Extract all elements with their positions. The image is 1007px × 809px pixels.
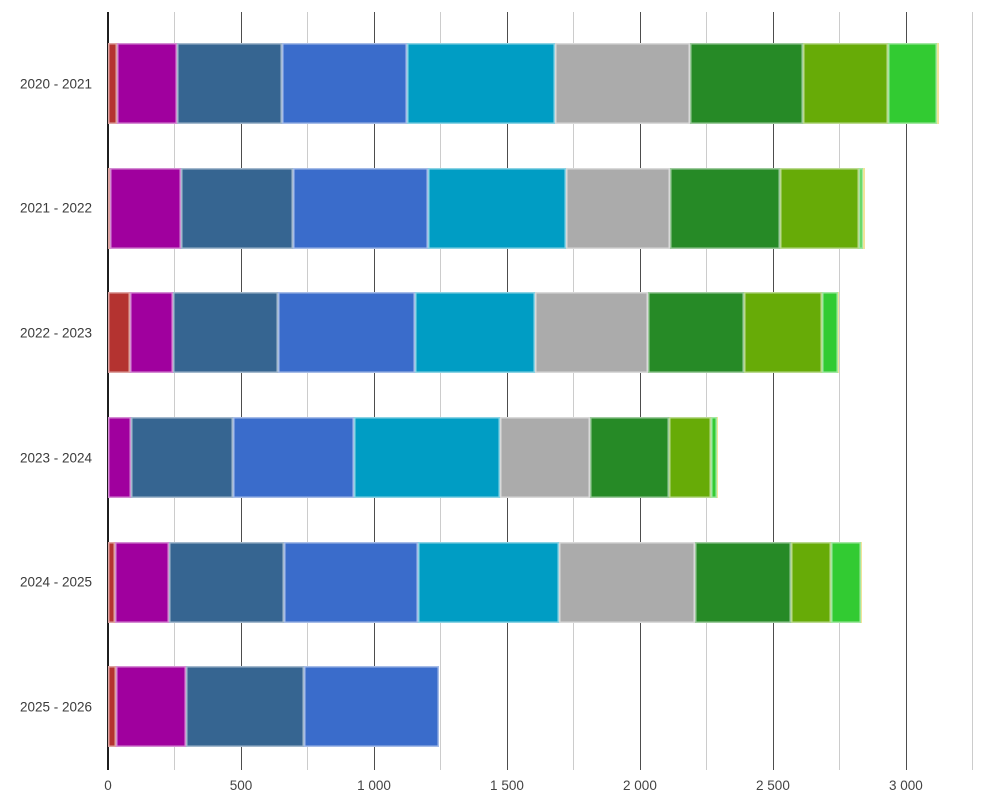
bar-segment-magenta[interactable] — [116, 666, 187, 748]
bar-segment-yellow[interactable] — [861, 541, 863, 623]
bar-segment-magenta[interactable] — [129, 292, 173, 374]
bar-segment-green[interactable] — [689, 43, 804, 124]
major-gridline — [373, 12, 375, 770]
y-axis-label: 2024 - 2025 — [19, 574, 92, 590]
major-gridline — [772, 12, 774, 770]
bar-segment-gray[interactable] — [500, 417, 591, 498]
bar-row-2020-2021 — [108, 43, 1007, 124]
bar-segment-blue[interactable] — [232, 417, 355, 498]
bar-segment-yellow[interactable] — [863, 167, 865, 249]
bar-segment-olive-green[interactable] — [744, 292, 822, 374]
y-axis-label: 2025 - 2026 — [19, 699, 92, 715]
major-gridline — [639, 12, 641, 770]
bar-segment-red[interactable] — [108, 167, 111, 249]
minor-gridline — [839, 12, 841, 770]
bar-segment-steel-blue[interactable] — [172, 292, 279, 374]
minor-gridline — [706, 12, 708, 770]
bar-segment-steel-blue[interactable] — [186, 666, 305, 748]
bar-segment-yellow[interactable] — [838, 292, 840, 374]
bar-segment-red[interactable] — [108, 666, 117, 748]
bar-segment-green[interactable] — [695, 541, 791, 623]
bar-segment-magenta[interactable] — [116, 43, 177, 124]
x-axis-label: 1 000 — [357, 778, 391, 793]
bar-segment-magenta[interactable] — [115, 541, 169, 623]
bar-segment-steel-blue[interactable] — [131, 417, 233, 498]
bar-segment-red[interactable] — [108, 43, 117, 124]
bar-segment-blue[interactable] — [278, 292, 416, 374]
bar-segment-yellow[interactable] — [936, 43, 939, 124]
x-axis-label: 0 — [104, 778, 112, 793]
bar-segment-steel-blue[interactable] — [181, 167, 293, 249]
bar-row-2025-2026 — [108, 666, 1007, 748]
bar-segment-red[interactable] — [108, 541, 116, 623]
bar-segment-cyan[interactable] — [354, 417, 501, 498]
bar-segment-bright-green[interactable] — [831, 541, 862, 623]
bar-segment-cyan[interactable] — [428, 167, 566, 249]
bar-segment-cyan[interactable] — [407, 43, 556, 124]
plot-area — [107, 12, 1007, 770]
bar-segment-olive-green[interactable] — [803, 43, 889, 124]
bar-segment-magenta[interactable] — [108, 417, 132, 498]
bar-segment-blue[interactable] — [304, 666, 439, 748]
minor-gridline — [440, 12, 442, 770]
bar-segment-gray[interactable] — [555, 43, 690, 124]
bar-segment-bright-green[interactable] — [859, 167, 864, 249]
x-axis-label: 1 500 — [490, 778, 524, 793]
bar-segment-bright-green[interactable] — [888, 43, 937, 124]
y-axis-label: 2021 - 2022 — [19, 200, 92, 216]
bar-segment-steel-blue[interactable] — [176, 43, 282, 124]
bar-segment-bright-green[interactable] — [711, 417, 717, 498]
major-gridline — [506, 12, 508, 770]
x-axis-label: 3 000 — [889, 778, 923, 793]
bar-segment-olive-green[interactable] — [669, 417, 712, 498]
y-axis-label: 2020 - 2021 — [19, 76, 92, 91]
minor-gridline — [307, 12, 309, 770]
x-axis-label: 500 — [229, 778, 253, 793]
bar-segment-olive-green[interactable] — [790, 541, 832, 623]
x-axis-label: 2 500 — [756, 778, 790, 793]
bar-segment-gray[interactable] — [565, 167, 671, 249]
minor-gridline — [972, 12, 974, 770]
bar-segment-green[interactable] — [590, 417, 670, 498]
major-gridline — [905, 12, 907, 770]
bar-segment-blue[interactable] — [281, 43, 408, 124]
y-axis-line — [107, 12, 109, 770]
bar-segment-cyan[interactable] — [415, 292, 536, 374]
x-axis-label: 2 000 — [623, 778, 657, 793]
bar-segment-red[interactable] — [108, 292, 130, 374]
bar-segment-bright-green[interactable] — [821, 292, 839, 374]
major-gridline — [240, 12, 242, 770]
bar-segment-green[interactable] — [670, 167, 781, 249]
bar-segment-blue[interactable] — [283, 541, 418, 623]
bar-segment-green[interactable] — [648, 292, 745, 374]
bar-segment-cyan[interactable] — [417, 541, 559, 623]
bar-segment-magenta[interactable] — [110, 167, 182, 249]
minor-gridline — [573, 12, 575, 770]
y-axis-label: 2022 - 2023 — [19, 325, 92, 341]
bar-row-2022-2023 — [108, 292, 1007, 374]
bar-row-2021-2022 — [108, 167, 1007, 249]
bar-segment-gray[interactable] — [558, 541, 696, 623]
y-axis-label: 2023 - 2024 — [19, 450, 92, 465]
bar-segment-yellow[interactable] — [716, 417, 718, 498]
bar-segment-gray[interactable] — [535, 292, 649, 374]
bar-row-2024-2025 — [108, 541, 1007, 623]
bar-segment-olive-green[interactable] — [780, 167, 860, 249]
bar-segment-blue[interactable] — [292, 167, 429, 249]
minor-gridline — [174, 12, 176, 770]
bar-row-2023-2024 — [108, 417, 1007, 498]
bar-segment-steel-blue[interactable] — [168, 541, 284, 623]
